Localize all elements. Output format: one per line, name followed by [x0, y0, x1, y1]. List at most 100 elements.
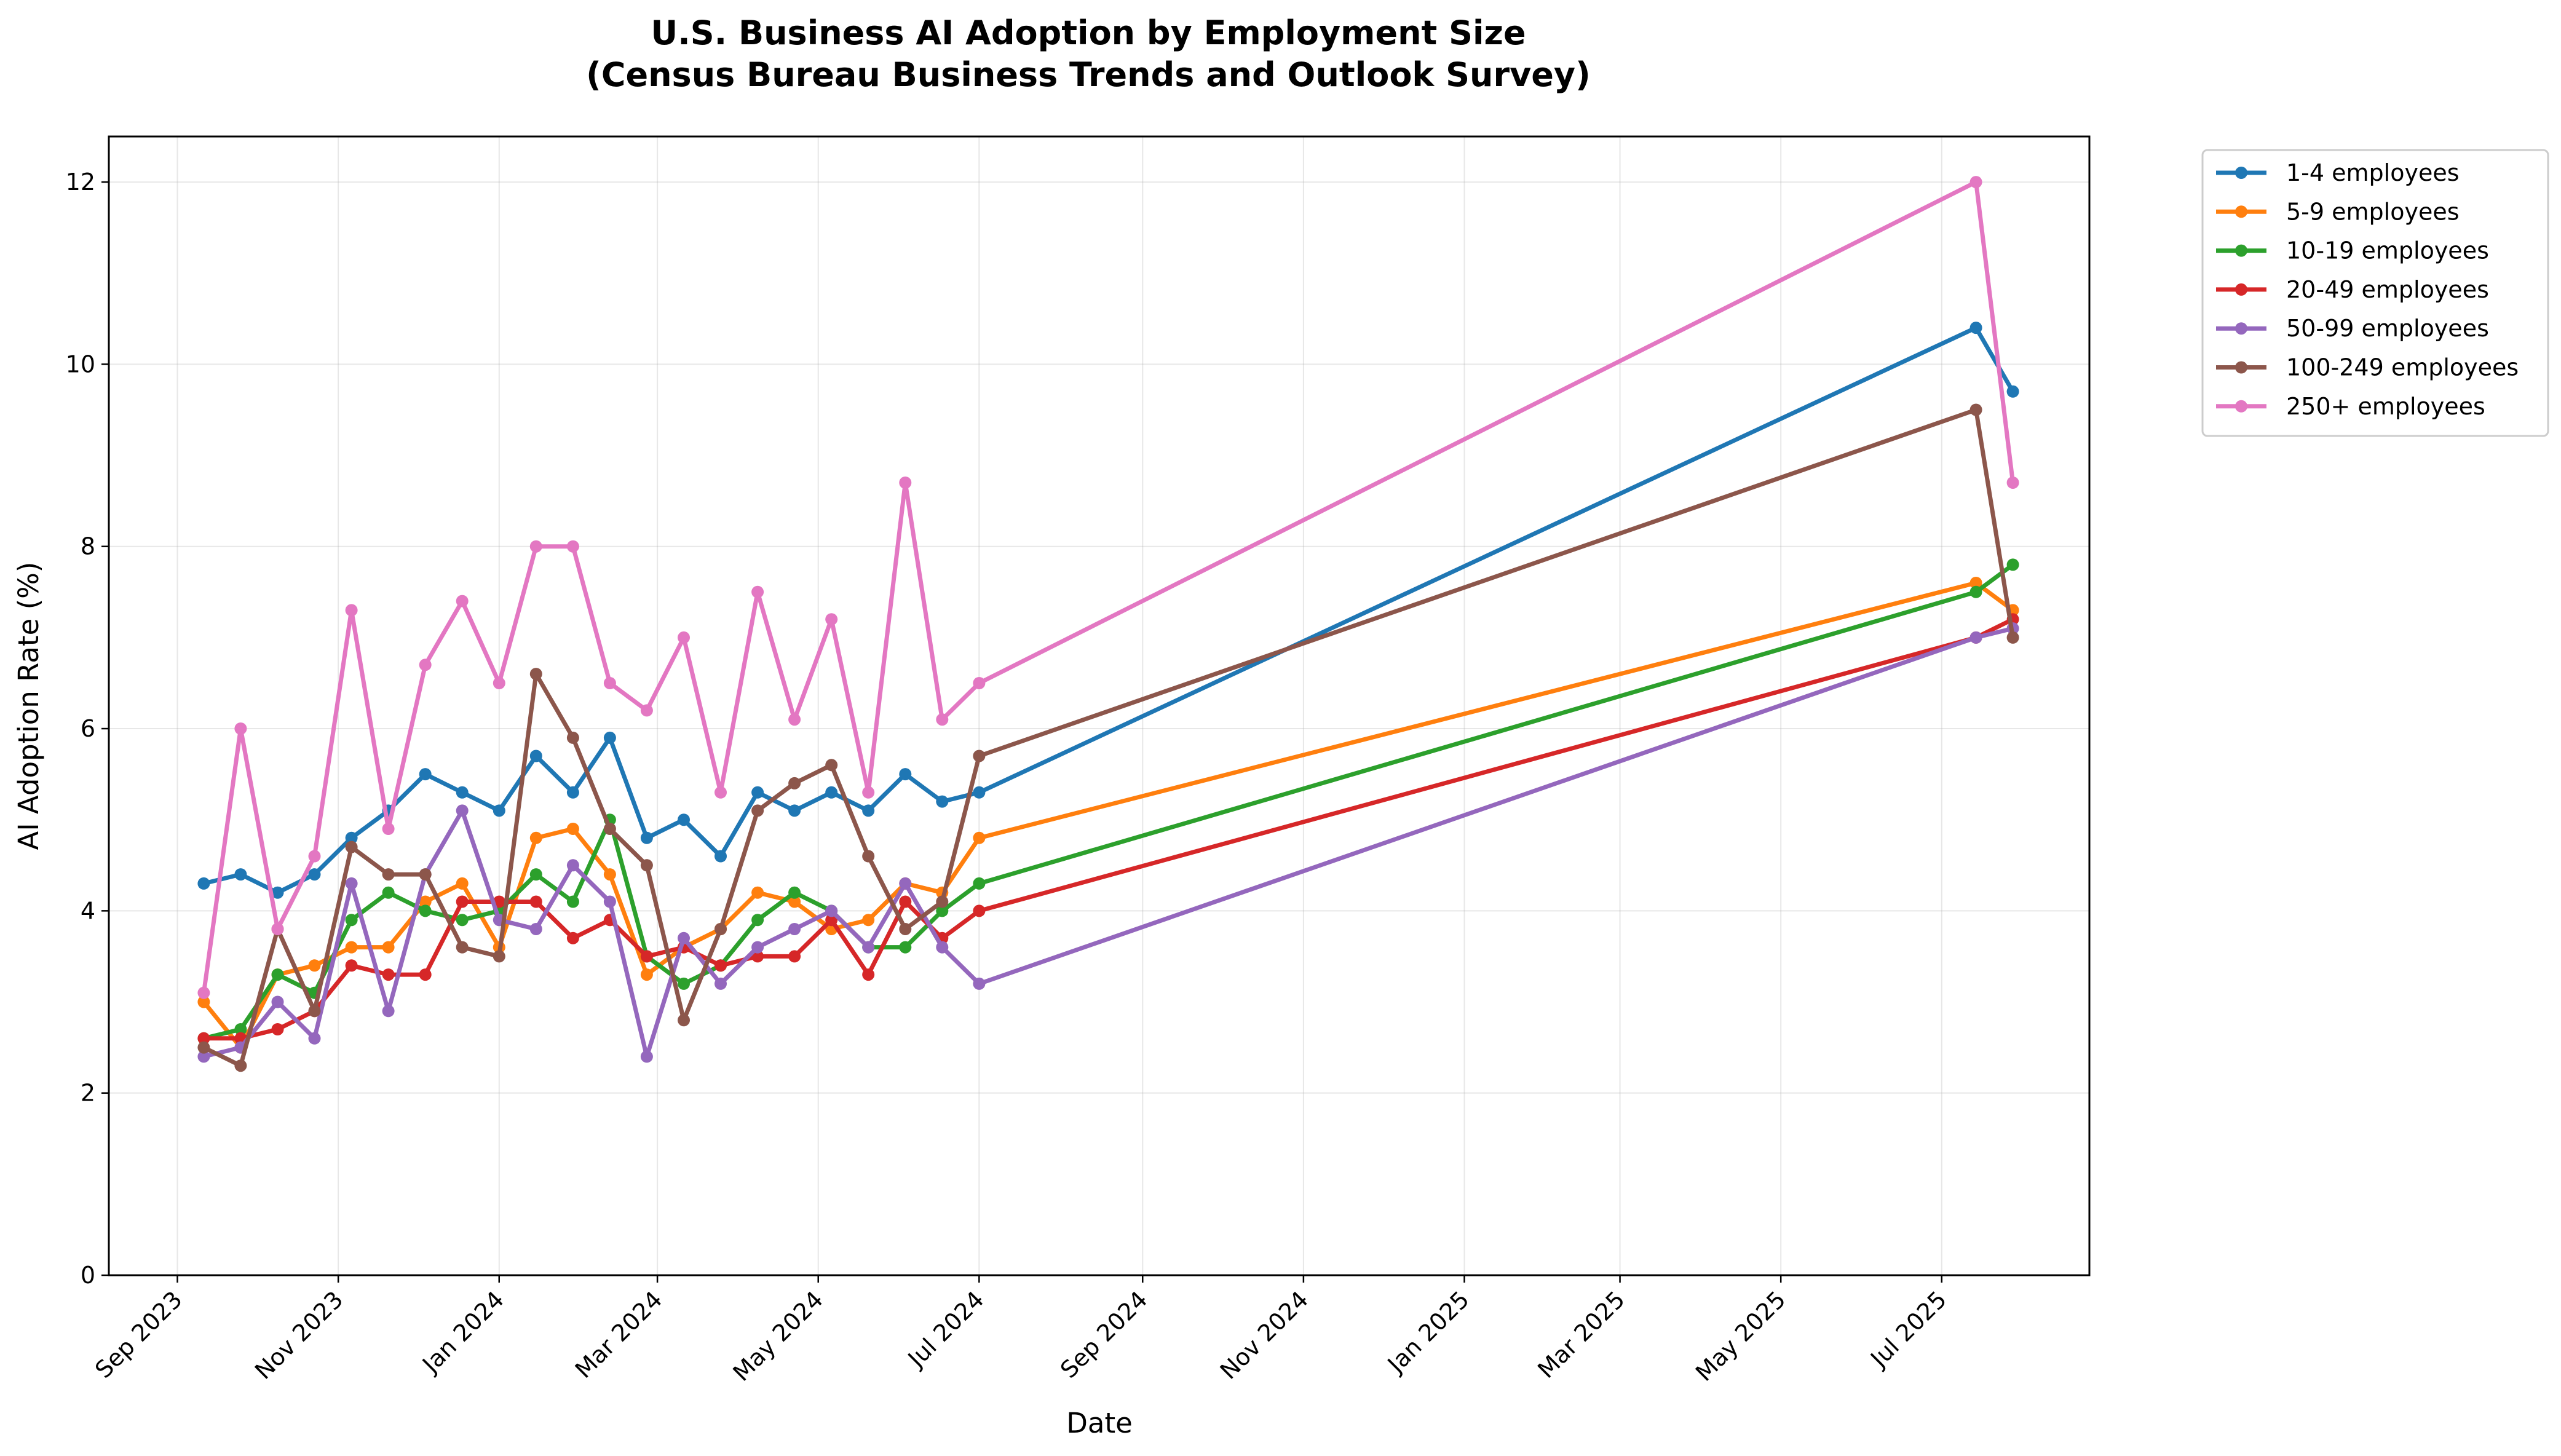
series-line	[201, 626, 2016, 1059]
series-line	[201, 580, 2016, 1050]
data-point	[936, 895, 949, 908]
data-point	[825, 904, 838, 917]
data-point	[197, 995, 210, 1008]
data-point	[862, 850, 875, 863]
legend-label: 10-19 employees	[2286, 237, 2489, 264]
data-point	[345, 941, 358, 954]
data-point	[862, 914, 875, 927]
y-tick-label: 4	[81, 897, 95, 924]
data-point	[566, 731, 579, 744]
data-point	[899, 768, 912, 781]
data-point	[751, 914, 764, 927]
data-point	[678, 631, 690, 644]
data-point	[973, 904, 986, 917]
data-point	[456, 804, 469, 817]
data-point	[751, 585, 764, 598]
legend-marker-swatch	[2235, 283, 2247, 296]
data-point	[345, 604, 358, 617]
series-layer	[197, 176, 2019, 1072]
data-point	[678, 1014, 690, 1027]
data-point	[788, 713, 801, 726]
data-point	[973, 877, 986, 890]
data-point	[234, 868, 247, 881]
legend-marker-swatch	[2235, 205, 2247, 218]
data-point	[419, 895, 432, 908]
x-axis-label: Date	[1066, 1407, 1133, 1439]
data-point	[1969, 322, 1982, 334]
data-point	[788, 950, 801, 963]
data-point	[419, 904, 432, 917]
data-point	[308, 850, 321, 863]
data-point	[456, 914, 469, 927]
data-point	[640, 704, 653, 717]
data-point	[640, 831, 653, 844]
data-point	[308, 868, 321, 881]
data-point	[714, 977, 727, 990]
data-point	[640, 1050, 653, 1063]
plot-frame	[108, 135, 2091, 1276]
data-point	[825, 786, 838, 799]
data-point	[899, 477, 912, 489]
data-point	[603, 895, 616, 908]
data-point	[566, 540, 579, 553]
y-tick-label: 8	[81, 533, 95, 560]
data-point	[493, 804, 505, 817]
legend-item: 100-249 employees	[2216, 354, 2519, 381]
series-line	[201, 325, 2016, 895]
data-point	[456, 877, 469, 890]
data-point	[1969, 403, 1982, 416]
legend-item: 250+ employees	[2216, 393, 2485, 420]
data-point	[899, 941, 912, 954]
data-point	[678, 813, 690, 826]
data-point	[345, 959, 358, 972]
data-point	[973, 786, 986, 799]
data-point	[678, 932, 690, 944]
series-line	[201, 562, 2016, 1041]
data-point	[751, 941, 764, 954]
legend-label: 5-9 employees	[2286, 198, 2460, 225]
data-point	[899, 895, 912, 908]
data-point	[197, 1032, 210, 1045]
data-point	[419, 968, 432, 981]
legend-item: 1-4 employees	[2216, 159, 2460, 186]
data-point	[566, 823, 579, 835]
series-4	[197, 622, 2019, 1063]
data-point	[603, 868, 616, 881]
data-point	[308, 1032, 321, 1045]
data-point	[308, 1005, 321, 1018]
legend-label: 1-4 employees	[2286, 159, 2460, 186]
data-point	[899, 877, 912, 890]
legend-marker-swatch	[2235, 322, 2247, 335]
chart-title-line-1: U.S. Business AI Adoption by Employment …	[651, 14, 1526, 52]
data-point	[640, 950, 653, 963]
data-point	[603, 677, 616, 689]
data-point	[345, 877, 358, 890]
data-point	[382, 1005, 395, 1018]
data-point	[566, 895, 579, 908]
series-6	[197, 176, 2019, 999]
data-point	[788, 886, 801, 899]
data-point	[862, 941, 875, 954]
y-axis-label: AI Adoption Rate (%)	[12, 562, 45, 850]
series-line	[201, 408, 2016, 1068]
data-point	[197, 986, 210, 999]
data-point	[382, 941, 395, 954]
data-point	[862, 786, 875, 799]
data-point	[640, 859, 653, 872]
data-point	[1969, 585, 1982, 598]
legend: 1-4 employees 5-9 employees 10-19 employee…	[2201, 149, 2549, 437]
data-point	[529, 831, 542, 844]
data-point	[899, 923, 912, 935]
data-point	[529, 923, 542, 935]
data-point	[493, 950, 505, 963]
legend-marker-swatch	[2235, 167, 2247, 179]
data-point	[382, 823, 395, 835]
data-point	[603, 823, 616, 835]
data-point	[382, 968, 395, 981]
data-point	[2006, 477, 2019, 489]
data-point	[714, 786, 727, 799]
data-point	[456, 941, 469, 954]
data-point	[234, 1023, 247, 1035]
chart-title-line-2: (Census Bureau Business Trends and Outlo…	[586, 55, 1591, 94]
legend-marker-swatch	[2235, 361, 2247, 374]
